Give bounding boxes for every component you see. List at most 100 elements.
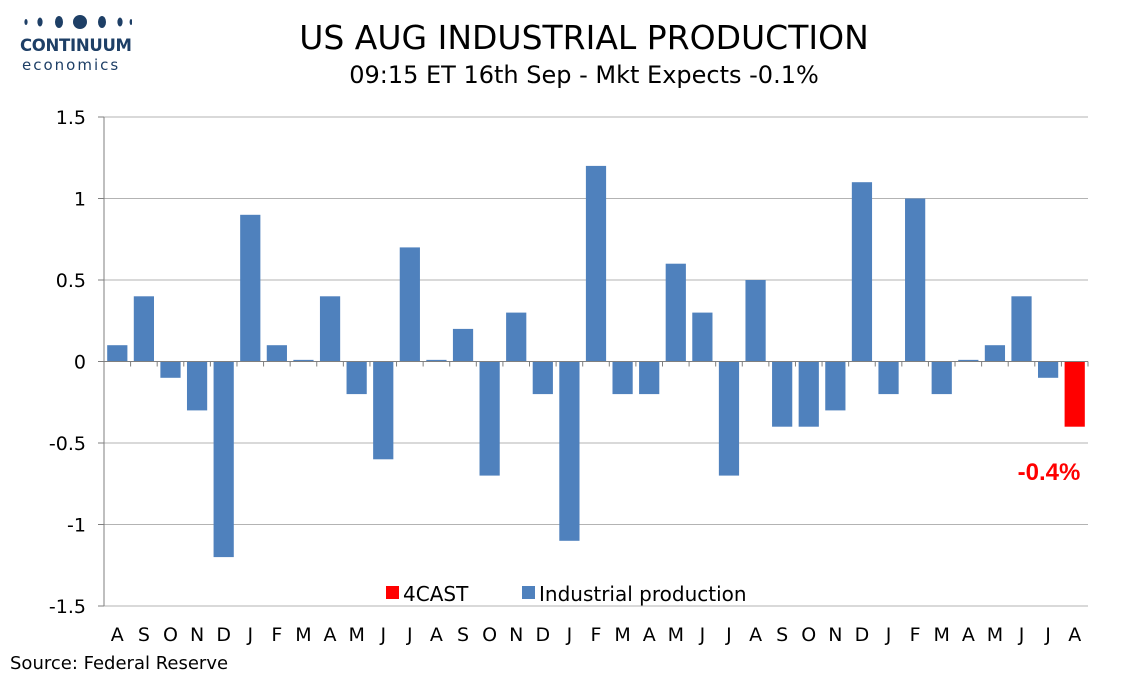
x-tick-label: N: [190, 624, 204, 646]
x-tick-label: N: [828, 624, 842, 646]
y-tick-label: 0.5: [56, 270, 86, 292]
bars: [107, 165, 1085, 558]
x-tick-label: D: [216, 624, 231, 646]
x-tick-label: J: [699, 624, 706, 646]
x-tick-label: M: [295, 624, 311, 646]
x-tick-label: O: [801, 624, 816, 646]
x-tick-label: F: [910, 624, 921, 646]
x-tick-label: D: [535, 624, 550, 646]
bar: [506, 312, 527, 362]
bar: [426, 359, 447, 362]
bar: [107, 345, 128, 362]
x-tick-label: F: [591, 624, 602, 646]
axes: [103, 117, 1089, 606]
bar: [240, 214, 261, 362]
forecast-annotation: -0.4%: [1018, 459, 1081, 486]
x-tick-label: S: [457, 624, 469, 646]
x-tick-label: M: [348, 624, 364, 646]
bar: [639, 361, 660, 395]
logo: CONTINUUM economics: [8, 14, 138, 76]
bar: [692, 312, 713, 362]
x-tick-label: F: [271, 624, 282, 646]
bar: [825, 361, 846, 411]
bar: [532, 361, 553, 395]
bar: [1038, 361, 1059, 378]
bar: [160, 361, 181, 378]
logo-dots-icon: [24, 15, 132, 29]
x-tick-label: J: [566, 624, 573, 646]
x-tick-label: J: [1018, 624, 1025, 646]
y-tick-label: -1.5: [49, 596, 86, 618]
x-tick-label: S: [776, 624, 788, 646]
x-tick-label: O: [482, 624, 497, 646]
x-tick-label: A: [111, 624, 124, 646]
y-tick-label: 1: [74, 189, 86, 211]
bar: [718, 361, 740, 476]
x-tick-label: A: [962, 624, 975, 646]
gridlines: [98, 116, 1088, 607]
bar: [346, 361, 367, 395]
x-tick-label: J: [246, 624, 253, 646]
bar: [452, 328, 474, 362]
bar: [186, 361, 208, 411]
bar: [373, 361, 394, 460]
bar: [905, 198, 926, 362]
x-tick-label: M: [934, 624, 950, 646]
y-tick-label: 1.5: [56, 107, 86, 129]
legend-label: 4CAST: [403, 582, 469, 606]
bar: [559, 361, 580, 541]
logo-name: CONTINUUM: [20, 36, 132, 55]
bar: [213, 361, 234, 558]
x-tick-label: A: [1068, 624, 1081, 646]
y-tick-labels: 1.5 1 0.5 0 -0.5 -1 -1.5: [49, 107, 86, 618]
legend-label: Industrial production: [539, 582, 747, 606]
bar: [585, 165, 607, 362]
bar: [612, 361, 633, 395]
y-tick-label: -0.5: [49, 433, 86, 455]
x-tick-label: A: [643, 624, 656, 646]
x-tick-label: J: [885, 624, 892, 646]
bar: [1064, 361, 1085, 427]
bar: [399, 247, 420, 362]
legend-swatch: [522, 586, 535, 599]
x-tick-label: D: [855, 624, 870, 646]
legend: 4CAST Industrial production: [386, 582, 747, 606]
bar: [319, 296, 341, 362]
bar: [293, 359, 314, 362]
chart-subtitle: 09:15 ET 16th Sep - Mkt Expects -0.1%: [349, 61, 819, 89]
bar: [479, 361, 500, 476]
x-tick-label: J: [1044, 624, 1051, 646]
chart-title: US AUG INDUSTRIAL PRODUCTION: [299, 18, 869, 57]
bar: [772, 361, 793, 427]
x-tick-label: J: [725, 624, 732, 646]
x-tick-label: M: [987, 624, 1003, 646]
x-tick-label: S: [138, 624, 150, 646]
logo-tagline: economics: [22, 56, 121, 74]
bar: [665, 263, 686, 362]
bar: [851, 182, 873, 362]
y-tick-label: 0: [74, 352, 86, 374]
x-tick-label: O: [163, 624, 178, 646]
bar: [266, 345, 287, 362]
legend-swatch: [386, 586, 399, 599]
bar: [878, 361, 899, 395]
x-tick-label: M: [614, 624, 630, 646]
x-tick-label: J: [406, 624, 413, 646]
x-tick-label: N: [509, 624, 523, 646]
y-tick-label: -1: [67, 515, 86, 537]
bar: [745, 280, 766, 362]
bar: [958, 359, 979, 362]
bar: [133, 296, 154, 362]
x-tick-label: A: [324, 624, 337, 646]
annotations: -0.4%: [1018, 459, 1081, 486]
x-tick-label: M: [668, 624, 684, 646]
bar: [931, 361, 952, 395]
x-tick-label: A: [430, 624, 443, 646]
x-tick-label: J: [379, 624, 386, 646]
bar: [798, 361, 819, 427]
x-tick-label: A: [749, 624, 762, 646]
bar: [1011, 296, 1032, 362]
source-note: Source: Federal Reserve: [10, 653, 229, 674]
